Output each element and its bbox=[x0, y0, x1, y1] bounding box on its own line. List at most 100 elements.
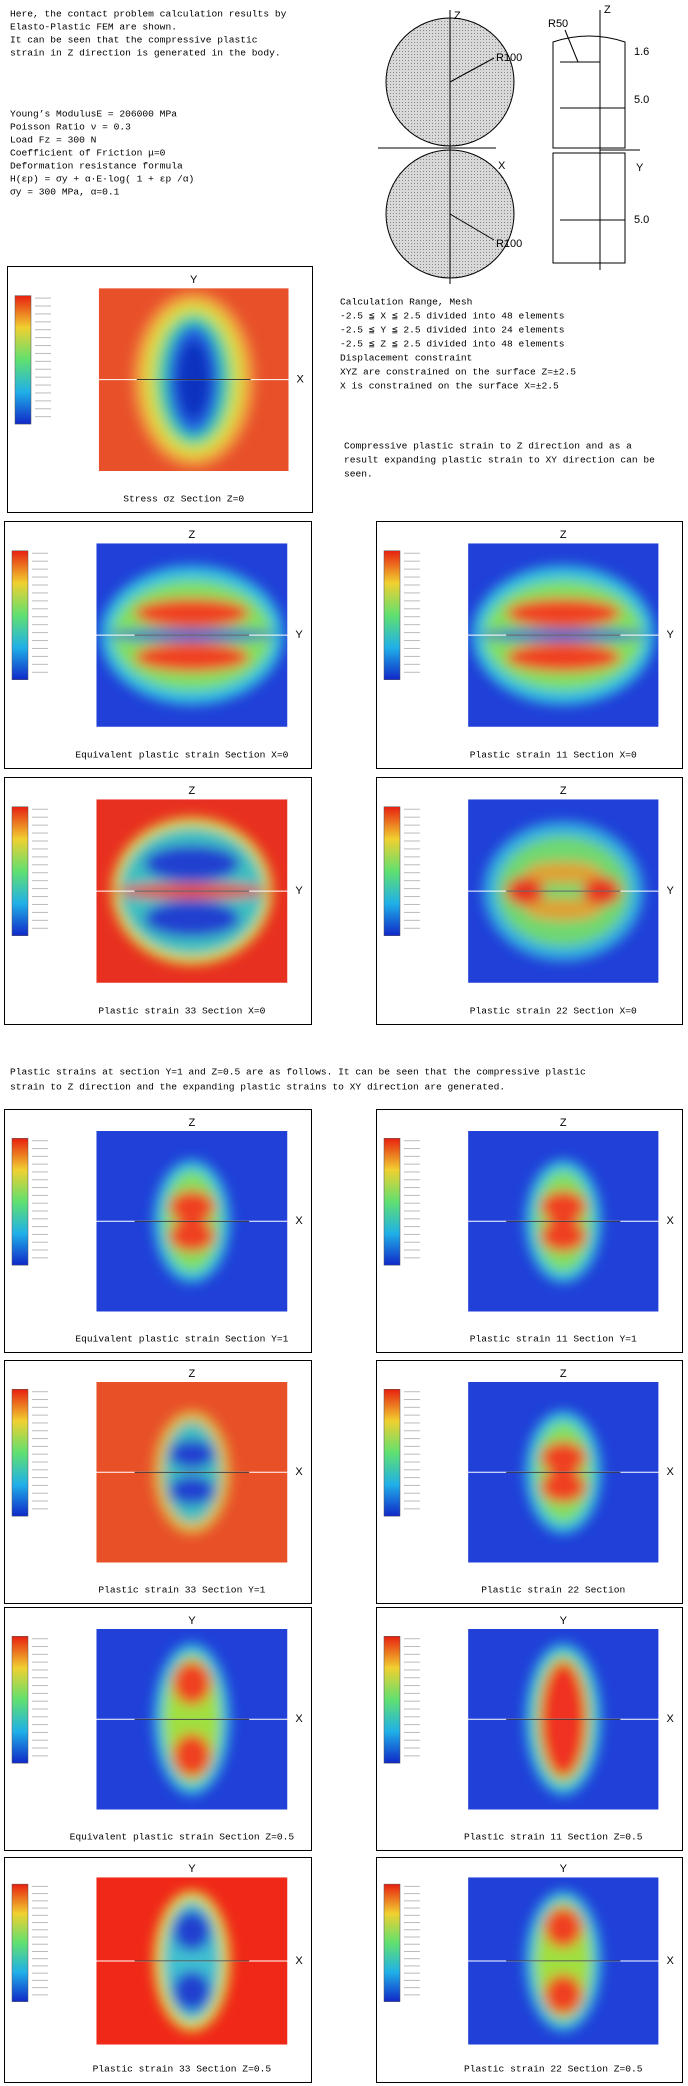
axis-label: X bbox=[297, 374, 305, 386]
panel-caption: Equivalent plastic strain Section Y=1 bbox=[75, 1334, 288, 1345]
panel-caption: Plastic strain 11 Section X=0 bbox=[470, 750, 637, 761]
color-bar bbox=[383, 806, 401, 936]
color-bar bbox=[14, 295, 32, 425]
section-line: strain to Z direction and the expanding … bbox=[10, 1082, 505, 1093]
panel-caption: Stress σz Section Z=0 bbox=[123, 494, 244, 505]
contour-band bbox=[506, 598, 621, 628]
calc-line: -2.5 ≦ Y ≦ 2.5 divided into 24 elements bbox=[340, 325, 565, 336]
axis-label: Y bbox=[666, 629, 674, 641]
calc-line: Displacement constraint bbox=[340, 353, 472, 364]
material-line: H(εp) = σy + α·E·log( 1 + εp /α) bbox=[10, 174, 194, 185]
diagram-label: X bbox=[498, 160, 506, 172]
diagram-label: R50 bbox=[548, 18, 568, 30]
color-bar bbox=[11, 1636, 29, 1764]
result-panel: Y X Plastic strain 33 Section Z=0.5 bbox=[4, 1857, 312, 2083]
contour-band bbox=[172, 1910, 211, 1951]
material-line: Young’s ModulusE = 206000 MPa bbox=[10, 109, 177, 120]
calc-line: XYZ are constrained on the surface Z=±2.… bbox=[340, 367, 576, 378]
diagram-label: 1.6 bbox=[634, 46, 649, 58]
contour-band bbox=[540, 1441, 587, 1475]
panel-caption: Plastic strain 22 Section Z=0.5 bbox=[464, 2064, 643, 2075]
result-panel: Z Y Equivalent plastic strain Section X=0 bbox=[4, 521, 312, 769]
panel-caption: Plastic strain 33 Section Y=1 bbox=[98, 1585, 265, 1596]
contour-band bbox=[540, 1190, 587, 1224]
color-bar bbox=[11, 1883, 29, 2002]
result-panel: Y X Plastic strain 11 Section Z=0.5 bbox=[376, 1607, 683, 1851]
diagram-label: 5.0 bbox=[634, 214, 649, 226]
color-bar bbox=[11, 550, 29, 680]
calc-line: -2.5 ≦ Z ≦ 2.5 divided into 48 elements bbox=[340, 339, 565, 350]
axis-label: X bbox=[295, 1713, 303, 1725]
contour-band bbox=[172, 1970, 211, 2012]
material-line: Coefficient of Friction μ=0 bbox=[10, 148, 166, 159]
axis-label: Z bbox=[560, 1368, 567, 1380]
contour-band bbox=[168, 1439, 215, 1469]
axis-label: X bbox=[666, 1713, 674, 1725]
contours bbox=[525, 1890, 602, 2032]
diagram-label: R100 bbox=[496, 238, 522, 250]
axis-label: Y bbox=[188, 1615, 196, 1627]
axis-label: X bbox=[666, 1466, 674, 1478]
contour-band bbox=[172, 1661, 211, 1705]
axis-label: Z bbox=[560, 785, 567, 797]
contour-band bbox=[544, 1907, 583, 1948]
result-panel: Z X Plastic strain 33 Section Y=1 bbox=[4, 1360, 312, 1604]
material-line: σy = 300 MPa, α=0.1 bbox=[10, 187, 120, 198]
note-line: result expanding plastic strain to XY di… bbox=[344, 455, 655, 466]
contour-band bbox=[525, 898, 602, 921]
contour-band bbox=[544, 1974, 583, 2015]
result-panel: Y X Equivalent plastic strain Section Z=0.… bbox=[4, 1607, 312, 1851]
axis-label: Y bbox=[560, 1863, 568, 1875]
color-bar bbox=[11, 1138, 29, 1266]
axis-label: X bbox=[295, 1215, 303, 1227]
intro-line: Here, the contact problem calculation re… bbox=[10, 9, 287, 20]
color-bar bbox=[383, 1636, 401, 1764]
axis-label: Y bbox=[190, 274, 198, 286]
note-line: Compressive plastic strain to Z directio… bbox=[344, 441, 632, 452]
color-bar bbox=[11, 806, 29, 936]
axis-label: Y bbox=[666, 885, 674, 897]
axis-label: X bbox=[295, 1955, 303, 1967]
axis-label: Z bbox=[560, 529, 567, 541]
panel-caption: Plastic strain 11 Section Z=0.5 bbox=[464, 1832, 643, 1843]
contour-band bbox=[525, 861, 602, 884]
geometry-diagram: Z X R100 R100 Z Y R50 1.6 5.0 5.0 bbox=[378, 4, 649, 284]
panel-caption: Plastic strain 22 Section X=0 bbox=[470, 1006, 637, 1017]
color-bar bbox=[383, 550, 401, 680]
material-line: Poisson Ratio ν = 0.3 bbox=[10, 122, 131, 133]
axis-label: X bbox=[295, 1466, 303, 1478]
contour-band bbox=[134, 598, 250, 628]
contour-band bbox=[168, 1190, 215, 1224]
intro-line: Elasto-Plastic FEM are shown. bbox=[10, 22, 177, 33]
panel-caption: Equivalent plastic strain Section Z=0.5 bbox=[70, 1832, 295, 1843]
color-bar bbox=[383, 1138, 401, 1266]
axis-label: Y bbox=[295, 885, 303, 897]
panel-caption: Plastic strain 22 Section bbox=[481, 1585, 625, 1596]
axis-label: X bbox=[666, 1215, 674, 1227]
axis-label: Z bbox=[189, 785, 196, 797]
result-panel: Z X Equivalent plastic strain Section Y=1 bbox=[4, 1109, 312, 1353]
intro-line: strain in Z direction is generated in th… bbox=[10, 48, 281, 59]
contour-band bbox=[506, 642, 621, 672]
result-panel: Y X Stress σz Section Z=0 bbox=[7, 266, 313, 513]
axis-label: Y bbox=[188, 1863, 196, 1875]
contour-band bbox=[172, 1733, 211, 1778]
contour-band bbox=[540, 1470, 587, 1503]
contour-band bbox=[144, 900, 240, 937]
color-bar bbox=[383, 1389, 401, 1517]
diagram-label: Z bbox=[604, 4, 611, 16]
result-panel: Y X Plastic strain 22 Section Z=0.5 bbox=[376, 1857, 683, 2083]
note-line: seen. bbox=[344, 469, 373, 480]
axis-label: Y bbox=[560, 1615, 568, 1627]
result-panel: Z X Plastic strain 22 Section bbox=[376, 1360, 683, 1604]
contour-band bbox=[168, 1219, 215, 1252]
contour-band bbox=[540, 1219, 587, 1252]
axis-label: Z bbox=[189, 1368, 196, 1380]
diagram-label: Y bbox=[636, 162, 644, 174]
diagram-label: Z bbox=[454, 10, 461, 22]
result-panel: Z Y Plastic strain 22 Section X=0 bbox=[376, 777, 683, 1025]
result-panel: Z Y Plastic strain 11 Section X=0 bbox=[376, 521, 683, 769]
panel-caption: Plastic strain 11 Section Y=1 bbox=[470, 1334, 637, 1345]
calc-line: -2.5 ≦ X ≦ 2.5 divided into 48 elements bbox=[340, 311, 565, 322]
axis-label: Y bbox=[295, 629, 303, 641]
